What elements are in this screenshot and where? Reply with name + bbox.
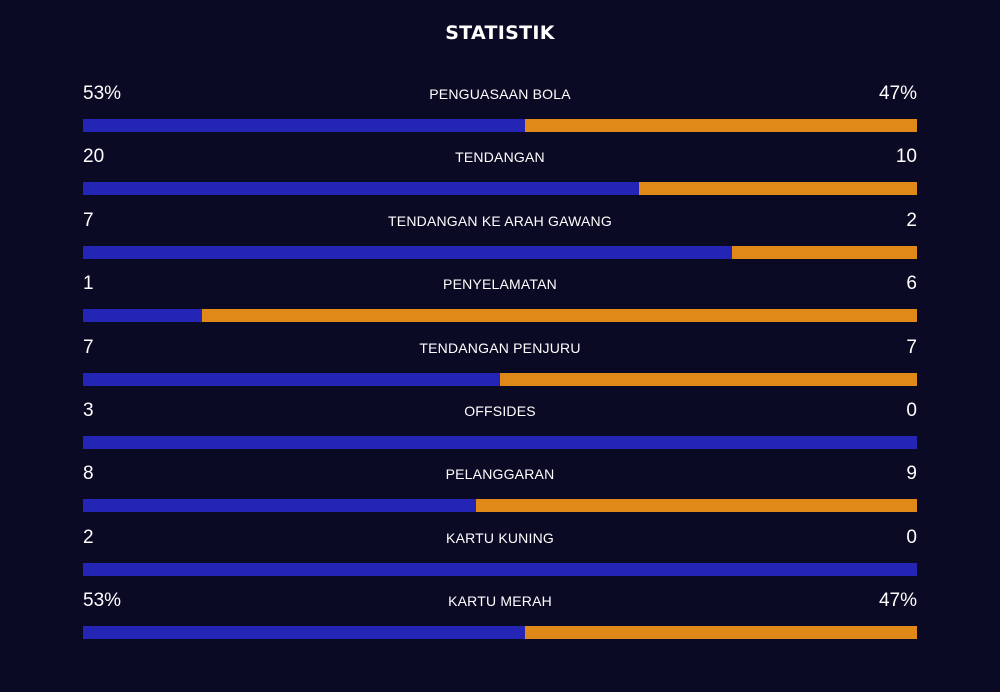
- stat-label: TENDANGAN KE ARAH GAWANG: [388, 212, 612, 229]
- home-value: 53%: [83, 83, 122, 104]
- home-value: 8: [83, 463, 94, 485]
- stat-bar-away: [475, 499, 917, 513]
- stat-bar-home: [83, 245, 732, 259]
- stat-bar-away: [525, 626, 917, 640]
- home-value: 1: [83, 273, 94, 295]
- stat-bar: [83, 182, 917, 196]
- stat-row: 20 TENDANGAN 10: [83, 143, 917, 206]
- stat-bar: [83, 245, 917, 259]
- stat-label: TENDANGAN PENJURU: [419, 339, 581, 356]
- stat-label: PENGUASAAN BOLA: [429, 86, 571, 102]
- away-value: 9: [906, 463, 917, 485]
- home-value: 3: [83, 399, 94, 421]
- stats-list: 53% PENGUASAAN BOLA 47% 20 TENDANGAN 10 7 TENDA…: [83, 80, 917, 651]
- stat-bar-home: [83, 309, 203, 323]
- stat-bar-home: [83, 499, 476, 513]
- stat-row: 1 PENYELAMATAN 6: [83, 270, 917, 333]
- stat-row: 7 TENDANGAN PENJURU 7: [83, 334, 917, 397]
- stat-row: 3 OFFSIDES 0: [83, 397, 917, 460]
- stat-bar-away: [731, 245, 917, 259]
- stat-bar-home: [83, 182, 640, 196]
- stat-bar-home: [83, 562, 917, 576]
- away-value: 7: [906, 336, 917, 358]
- stat-row: 8 PELANGGARAN 9: [83, 460, 917, 523]
- away-value: 2: [906, 209, 917, 231]
- away-value: 0: [906, 399, 917, 421]
- home-value: 2: [83, 526, 94, 548]
- home-value: 53%: [83, 590, 122, 612]
- home-value: 20: [83, 146, 105, 168]
- away-value: 47%: [878, 590, 917, 612]
- stat-label: KARTU KUNING: [446, 529, 554, 546]
- stat-row: 2 KARTU KUNING 0: [83, 524, 917, 587]
- stat-bar: [83, 562, 917, 576]
- stat-bar-home: [83, 435, 917, 449]
- away-value: 10: [895, 146, 917, 168]
- stat-row: 53% KARTU MERAH 47%: [83, 587, 917, 650]
- stat-bar-away: [639, 182, 917, 196]
- stat-bar-home: [83, 626, 526, 640]
- stat-label: KARTU MERAH: [448, 593, 552, 610]
- stat-bar: [83, 499, 917, 513]
- stat-bar-home: [83, 119, 526, 132]
- stat-row: 53% PENGUASAAN BOLA 47%: [83, 80, 917, 143]
- stat-label: PELANGGARAN: [445, 466, 555, 483]
- away-value: 47%: [878, 83, 917, 104]
- stat-bar: [83, 309, 917, 323]
- home-value: 7: [83, 336, 94, 358]
- stat-row: 7 TENDANGAN KE ARAH GAWANG 2: [83, 207, 917, 270]
- stat-label: OFFSIDES: [464, 402, 536, 419]
- stat-bar: [83, 626, 917, 640]
- stat-bar-away: [525, 119, 917, 132]
- stat-bar: [83, 119, 917, 132]
- stat-bar: [83, 372, 917, 386]
- stat-label: TENDANGAN: [455, 149, 545, 166]
- stat-bar-away: [202, 309, 917, 323]
- away-value: 6: [906, 273, 917, 295]
- stat-label: PENYELAMATAN: [443, 276, 557, 293]
- home-value: 7: [83, 209, 94, 231]
- stat-bar: [83, 435, 917, 449]
- away-value: 0: [906, 526, 917, 548]
- page-title: STATISTIK: [445, 22, 555, 44]
- stat-bar-away: [500, 372, 917, 386]
- stat-bar-home: [83, 372, 500, 386]
